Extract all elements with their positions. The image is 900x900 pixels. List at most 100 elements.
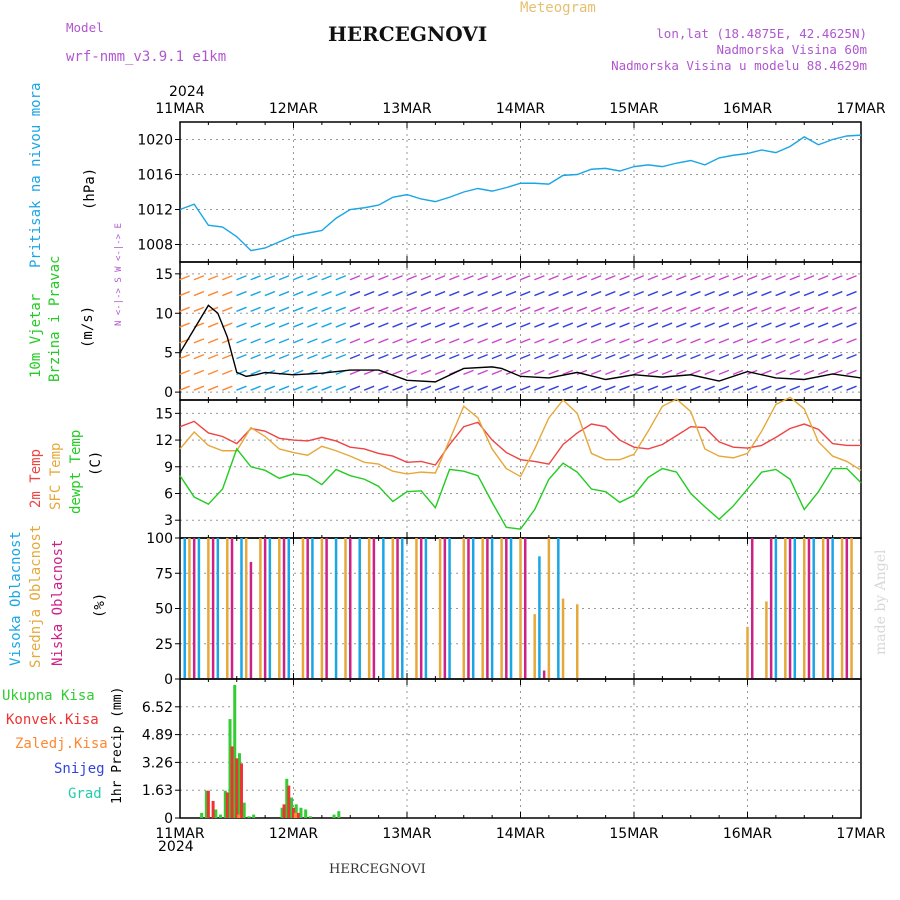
wind-arrow (505, 338, 517, 344)
bar-3-1-1 (207, 538, 210, 679)
wind-arrow (449, 385, 460, 391)
model-label: Model (66, 20, 104, 35)
wind-arrow (647, 322, 659, 328)
wind-arrow (619, 322, 630, 328)
wind-arrow (378, 385, 389, 391)
wind-arrow (732, 353, 744, 360)
bar-3-1-24 (803, 538, 806, 679)
precip-legend-frozen: Zaledj.Kisa (15, 736, 108, 752)
bar-3-1-10 (391, 538, 395, 679)
wind-arrow (590, 338, 602, 344)
wind-arrow (718, 385, 730, 391)
wind-arrow (832, 353, 843, 360)
wind-arrow (449, 306, 460, 312)
bar-3-1-14 (481, 538, 484, 679)
wind-arrow (605, 306, 616, 312)
wind-arrow (676, 338, 687, 344)
bar-4-0-3 (219, 814, 223, 818)
wind-arrow (378, 306, 389, 312)
bar-4-0-10 (252, 814, 256, 818)
wind-arrow (846, 306, 857, 312)
wind-arrow (491, 290, 503, 297)
wind-arrow (605, 385, 616, 391)
wind-arrow (392, 385, 403, 391)
year-bottom: 2024 (158, 839, 194, 855)
wind-arrow (775, 275, 786, 281)
wind-arrow (236, 306, 247, 312)
bar-4-0-2 (214, 809, 218, 818)
wind-arrow (349, 306, 361, 312)
bar-3-1-22 (765, 601, 768, 679)
wind-arrow (449, 290, 460, 297)
wind-arrow (434, 338, 446, 344)
y-tick-label-0-2: 1016 (137, 168, 173, 184)
y-tick-label-4-0: 0 (164, 811, 173, 827)
wind-arrow (746, 385, 758, 391)
bar-3-0-14 (490, 538, 494, 679)
wind-arrow (590, 353, 602, 360)
y-tick-label-3-0: 0 (164, 672, 173, 688)
bar-4-0-11 (280, 807, 284, 818)
wind-arrow (562, 275, 574, 281)
wind-arrow (321, 306, 332, 312)
y-tick-label-0-0: 1008 (137, 238, 173, 254)
wind-arrow (534, 385, 545, 391)
wind-arrow (519, 322, 531, 328)
bar-3-0-1 (197, 538, 201, 679)
x-tick-label-bottom-1: 12MAR (269, 826, 318, 842)
wind-arrow (434, 353, 446, 360)
wind-arrow (491, 306, 503, 312)
x-tick-label-bottom-0: 11MAR (155, 826, 204, 842)
bar-3-0-18 (774, 538, 778, 679)
wind-arrow (690, 306, 701, 312)
wind-arrow (179, 385, 190, 391)
bar-3-1-16 (519, 538, 522, 679)
wind-arrow (576, 290, 588, 297)
panel-frame-1 (179, 261, 862, 401)
wind-arrow (817, 338, 829, 344)
wind-arrow (207, 322, 219, 328)
bar-3-1-15 (500, 538, 503, 679)
y-tick-label-0-3: 1020 (137, 133, 173, 149)
wind-arrow (477, 306, 488, 312)
y-tick-label-2-2: 9 (164, 460, 173, 476)
wind-arrow (562, 353, 574, 360)
wind-arrow (817, 322, 829, 328)
x-tick-label-bottom-3: 14MAR (496, 826, 545, 842)
wind-arrow (661, 353, 673, 360)
x-tick-label-top-1: 12MAR (269, 101, 318, 117)
wind-arrow (363, 353, 375, 360)
wind-arrow (562, 322, 574, 328)
wind-arrow (519, 275, 531, 281)
wind-arrow (193, 369, 205, 376)
wind-arrow (817, 369, 829, 376)
wind-arrow (463, 338, 474, 344)
wind-arrow (222, 385, 233, 391)
wind-arrow (661, 385, 673, 391)
wind-arrow (193, 385, 205, 391)
bar-3-1-13 (462, 538, 465, 679)
wind-arrow (335, 290, 347, 297)
wind-arrow (661, 369, 673, 376)
wind-arrow (363, 338, 375, 344)
wind-arrow (434, 322, 446, 328)
wind-arrow (307, 385, 318, 391)
bar-3-0-9 (382, 538, 385, 679)
bar-3-0-4 (268, 538, 272, 679)
wind-arrow (562, 369, 574, 376)
bar-4-0-1 (204, 790, 208, 818)
wind-arrow (746, 338, 758, 344)
wind-arrow (491, 369, 503, 376)
wind-arrow (505, 290, 517, 297)
wind-arrow (562, 338, 574, 344)
wind-arrow (179, 275, 190, 281)
wind-arrow (519, 290, 531, 297)
wind-arrow (647, 385, 659, 391)
wind-arrow (378, 322, 389, 328)
wind-arrow (349, 353, 361, 360)
wind-arrow (321, 338, 332, 344)
wind-arrow (761, 306, 772, 312)
wind-arrow (775, 306, 786, 312)
wind-arrow (292, 385, 304, 391)
wind-arrow (264, 353, 276, 360)
